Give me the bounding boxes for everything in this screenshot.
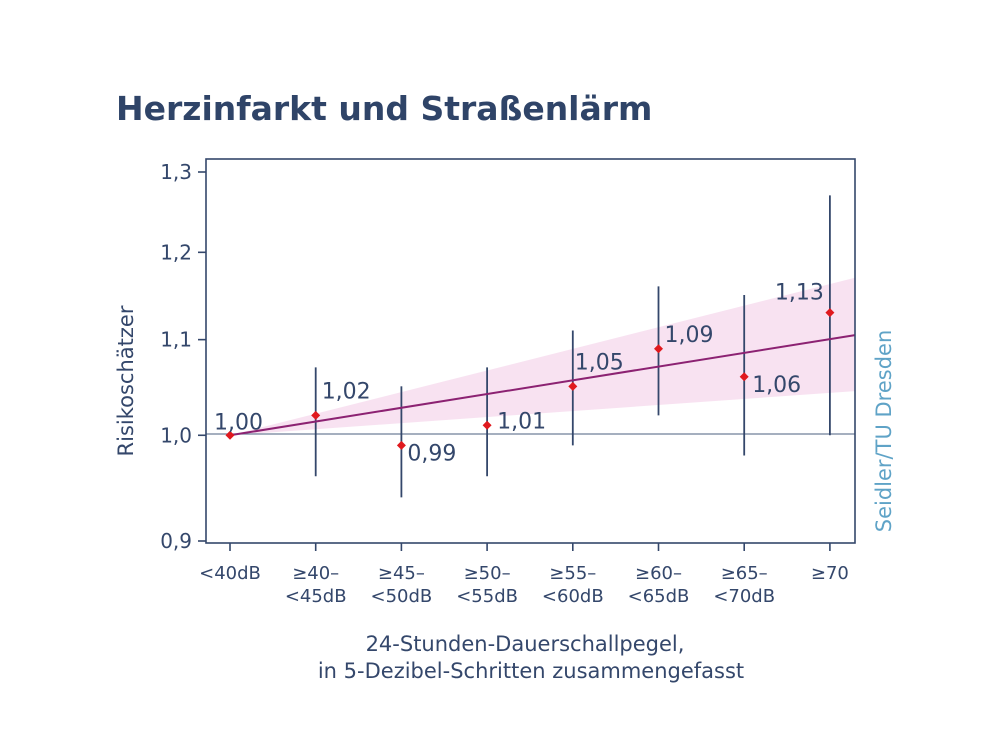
x-tick-label: <45dB	[285, 586, 347, 607]
x-axis-label-line-1: 24-Stunden-Dauerschallpegel,	[366, 632, 685, 656]
confidence-band	[230, 277, 855, 436]
x-tick-label: <60dB	[542, 586, 604, 607]
x-tick-label: <65dB	[628, 586, 690, 607]
x-tick-label: ≥50–	[464, 563, 511, 584]
source-credit: Seidler/TU Dresden	[872, 330, 896, 533]
y-axis: 0,9 1,0 1,1 1,2 1,3	[160, 160, 206, 553]
data-point	[396, 440, 406, 450]
chart-title: Herzinfarkt und Straßenlärm	[116, 89, 652, 128]
data-point	[225, 430, 235, 440]
data-label: 1,09	[665, 323, 714, 348]
data-point	[311, 410, 321, 420]
y-tick-label: 0,9	[160, 529, 192, 553]
x-tick-label: ≥45–	[378, 563, 425, 584]
data-label: 1,05	[575, 350, 624, 375]
x-axis-label-line-2: in 5-Dezibel-Schritten zusammengefasst	[318, 659, 744, 683]
data-label: 1,00	[214, 410, 263, 435]
y-tick-label: 1,1	[160, 328, 192, 352]
x-tick-label: <50dB	[371, 586, 433, 607]
y-tick-label: 1,0	[160, 423, 192, 447]
data-label: 0,99	[407, 441, 456, 466]
x-tick-label: ≥40–	[292, 563, 339, 584]
x-tick-label: ≥70	[811, 563, 849, 584]
x-tick-label: ≥65–	[721, 563, 768, 584]
trend-line	[229, 334, 856, 437]
plot-frame	[205, 158, 856, 544]
data-label: 1,01	[497, 409, 546, 434]
data-label: 1,13	[775, 281, 824, 306]
data-labels: 1,00 1,02 0,99 1,01 1,05 1,09 1,06 1,13	[214, 281, 824, 467]
data-points	[225, 308, 835, 450]
y-tick-label: 1,3	[160, 160, 192, 184]
y-tick-label: 1,2	[160, 240, 192, 264]
data-point	[739, 372, 749, 382]
data-point	[654, 344, 663, 354]
x-tick-label: ≥55–	[549, 563, 596, 584]
x-tick-label: <70dB	[713, 586, 775, 607]
data-label: 1,02	[322, 379, 371, 404]
x-tick-label: ≥60–	[635, 563, 682, 584]
data-label: 1,06	[752, 373, 801, 398]
x-tick-label: <40dB	[199, 563, 261, 584]
data-point	[482, 420, 492, 430]
x-axis: <40dB ≥40–<45dB ≥45–<50dB ≥50–<55dB ≥55–<60d…	[199, 543, 849, 607]
data-point	[568, 381, 578, 391]
x-tick-label: <55dB	[456, 586, 518, 607]
y-axis-label: Risikoschätzer	[114, 305, 138, 456]
data-point	[825, 308, 835, 318]
